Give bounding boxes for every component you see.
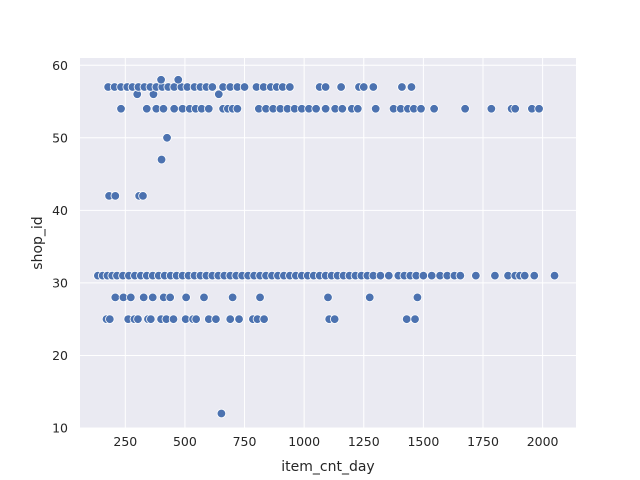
data-point <box>156 154 167 165</box>
data-point <box>165 292 175 303</box>
data-point <box>510 104 520 114</box>
y-tick-label: 30 <box>52 275 68 290</box>
x-tick-label: 2000 <box>527 434 559 449</box>
data-point <box>329 314 340 324</box>
data-point <box>410 314 420 324</box>
x-axis-label: item_cnt_day <box>281 459 374 475</box>
data-points <box>93 75 560 419</box>
data-point <box>455 270 466 281</box>
x-tick-label: 1500 <box>407 434 439 449</box>
data-point <box>214 89 224 99</box>
data-point <box>359 82 369 92</box>
data-point <box>142 104 152 114</box>
data-point <box>534 104 544 114</box>
data-point <box>418 270 429 281</box>
y-tick-label: 10 <box>52 421 68 436</box>
x-tick-label: 1000 <box>288 434 320 449</box>
data-point <box>173 75 183 85</box>
data-point <box>232 104 243 114</box>
plot-background <box>80 58 576 428</box>
data-point <box>133 314 143 324</box>
data-point <box>211 314 221 324</box>
data-point <box>365 292 375 303</box>
data-point <box>323 292 333 303</box>
data-point <box>239 82 250 92</box>
data-point <box>412 292 423 303</box>
x-tick-label: 1250 <box>348 434 380 449</box>
data-point <box>169 104 179 114</box>
data-point <box>234 314 244 324</box>
grid-lines <box>80 58 576 429</box>
data-point <box>110 191 120 201</box>
data-point <box>384 270 394 281</box>
data-point <box>427 270 437 281</box>
y-tick-label: 60 <box>52 58 68 73</box>
data-point <box>397 82 407 92</box>
y-axis-label: shop_id <box>30 216 46 269</box>
y-tick-label: 40 <box>52 203 68 218</box>
data-point <box>471 270 481 281</box>
data-point <box>416 104 426 114</box>
data-point <box>353 104 363 114</box>
data-point <box>486 104 497 114</box>
data-point <box>105 314 115 324</box>
data-point <box>148 292 158 303</box>
y-tick-label: 50 <box>52 130 68 145</box>
data-point <box>320 104 331 114</box>
data-point <box>460 104 470 114</box>
y-tick-label: 20 <box>52 348 68 363</box>
data-point <box>158 104 169 114</box>
data-point <box>162 133 172 143</box>
data-point <box>199 292 209 303</box>
data-point <box>191 314 201 324</box>
data-point <box>207 82 218 92</box>
x-tick-labels: 250 500 750 1000 1250 1500 1750 2000 <box>113 434 558 449</box>
data-point <box>520 270 530 281</box>
data-point <box>549 270 560 281</box>
data-point <box>320 82 331 92</box>
x-tick-label: 250 <box>113 434 137 449</box>
data-point <box>429 104 439 114</box>
data-point <box>368 82 379 92</box>
data-point <box>285 82 295 92</box>
data-point <box>336 82 346 92</box>
data-point <box>146 314 156 324</box>
data-point <box>168 314 179 324</box>
data-point <box>337 104 348 114</box>
data-point <box>370 104 381 114</box>
data-point <box>204 104 214 114</box>
data-point <box>227 292 238 303</box>
data-point <box>181 292 191 303</box>
data-point <box>138 191 148 201</box>
data-point <box>156 75 166 85</box>
data-point <box>259 314 269 324</box>
data-point <box>216 408 227 419</box>
data-point <box>116 104 126 114</box>
x-tick-label: 750 <box>233 434 257 449</box>
y-tick-labels: 10 20 30 40 50 60 <box>52 58 68 436</box>
data-point <box>375 270 386 281</box>
data-point <box>126 292 136 303</box>
data-point <box>110 292 120 303</box>
data-point <box>401 314 412 324</box>
x-tick-label: 500 <box>173 434 197 449</box>
x-tick-label: 1750 <box>467 434 499 449</box>
data-point <box>311 104 321 114</box>
data-point <box>138 292 149 303</box>
data-point <box>529 270 539 281</box>
data-point <box>490 270 500 281</box>
data-point <box>255 292 265 303</box>
data-point <box>406 82 417 92</box>
data-point <box>225 314 235 324</box>
